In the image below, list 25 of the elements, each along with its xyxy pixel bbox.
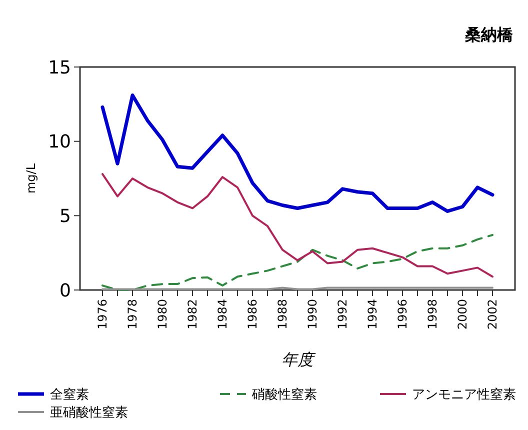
x-tick-label: 1976 <box>96 299 110 330</box>
y-tick-label: 15 <box>48 57 71 78</box>
x-tick-label: 1996 <box>396 299 410 330</box>
x-tick-label: 1998 <box>426 299 440 330</box>
x-axis-title: 年度 <box>282 350 316 369</box>
x-tick-label: 1988 <box>276 299 290 330</box>
y-tick-label: 10 <box>48 132 71 153</box>
y-axis-title: mg/L <box>24 163 38 194</box>
legend-label: アンモニア性窒素 <box>412 386 516 403</box>
x-tick-label: 1994 <box>366 299 380 330</box>
x-tick-label: 1986 <box>246 299 260 330</box>
x-tick-label: 1978 <box>126 299 140 330</box>
legend-label: 硝酸性窒素 <box>251 386 317 403</box>
x-tick-label: 1984 <box>216 299 230 330</box>
y-tick-label: 0 <box>60 280 71 302</box>
x-tick-label: 1982 <box>186 299 200 330</box>
legend-label: 全窒素 <box>50 386 89 403</box>
legend-label: 亜硝酸性窒素 <box>50 404 128 421</box>
x-tick-label: 1992 <box>336 299 350 330</box>
chart-title: 桑納橋 <box>464 25 514 44</box>
x-tick-label: 2002 <box>486 299 500 330</box>
x-tick-label: 1990 <box>306 299 320 330</box>
x-tick-label: 2000 <box>456 299 470 330</box>
y-tick-label: 5 <box>60 206 71 227</box>
x-tick-label: 1980 <box>156 299 170 330</box>
